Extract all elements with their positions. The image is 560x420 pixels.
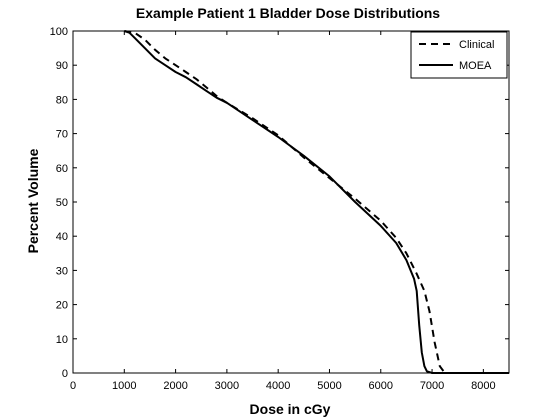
y-tick-label: 100: [50, 26, 68, 38]
y-axis-label: Percent Volume: [25, 148, 41, 253]
y-tick-label: 80: [56, 94, 68, 106]
x-tick-label: 2000: [163, 380, 187, 392]
y-tick-label: 0: [62, 368, 68, 380]
series-line-moea: [123, 30, 509, 374]
x-tick-label: 3000: [215, 380, 239, 392]
y-tick-label: 40: [56, 231, 68, 243]
x-tick-label: 7000: [420, 380, 444, 392]
y-tick-label: 10: [56, 334, 68, 346]
plot-area: 0 1000 2000 3000 4000 5000 6000 7000 8000 0 10 20 30…: [50, 26, 510, 392]
y-tick-label: 30: [56, 265, 68, 277]
x-tick-label: 0: [70, 380, 76, 392]
chart-title: Example Patient 1 Bladder Dose Distribut…: [136, 5, 440, 21]
legend-label-moea: MOEA: [459, 60, 492, 72]
y-tick-label: 50: [56, 197, 68, 209]
x-tick-label: 5000: [317, 380, 341, 392]
y-tick-label: 90: [56, 60, 68, 72]
y-tick-label: 70: [56, 129, 68, 141]
legend-box: [410, 31, 508, 79]
x-tick-label: 4000: [266, 380, 290, 392]
x-tick-label: 8000: [471, 380, 495, 392]
legend: Clinical MOEA: [410, 31, 508, 79]
y-tick-label: 20: [56, 300, 68, 312]
legend-label-clinical: Clinical: [459, 39, 494, 51]
x-tick-label: 6000: [369, 380, 393, 392]
x-axis-label: Dose in cGy: [250, 401, 331, 417]
x-tick-label: 1000: [112, 380, 136, 392]
y-tick-label: 60: [56, 163, 68, 175]
